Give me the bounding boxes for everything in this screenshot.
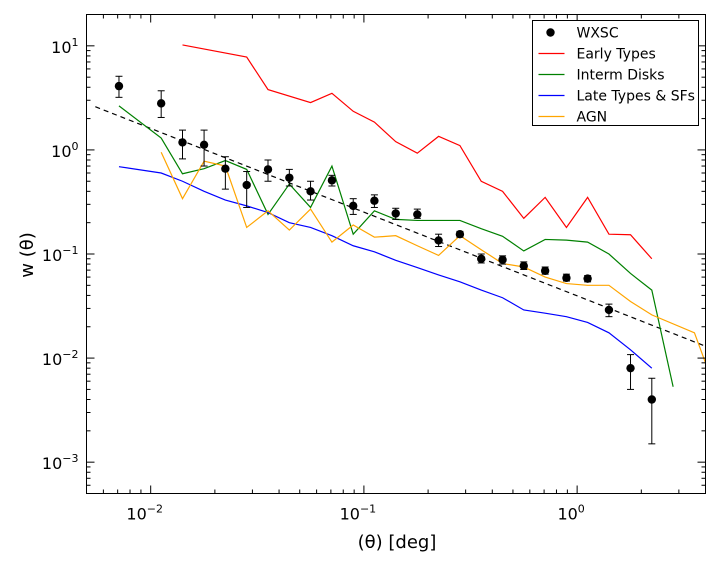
x-axis-label: (θ) [deg]	[358, 532, 437, 553]
legend-label: WXSC	[577, 26, 619, 42]
y-tick-base: 10	[42, 350, 62, 369]
y-tick-base: 10	[51, 38, 71, 57]
data-point	[199, 140, 209, 149]
y-tick-base: 10	[42, 246, 62, 265]
series-line-agn	[160, 151, 706, 364]
data-point	[156, 99, 166, 108]
x-tick-exponent: −2	[147, 503, 163, 516]
y-tick-exponent: −2	[62, 348, 78, 361]
data-point	[455, 229, 465, 239]
x-tick-label: 10−1	[340, 503, 377, 524]
legend-label: Late Types & SFs	[577, 89, 695, 105]
y-tick-base: 10	[51, 142, 71, 161]
data-point	[370, 196, 379, 205]
data-point	[540, 266, 550, 275]
y-tick-exponent: −3	[62, 452, 78, 465]
data-point	[285, 173, 294, 182]
x-tick-base: 10	[340, 505, 360, 524]
fit-line	[95, 106, 706, 347]
data-point	[626, 363, 635, 373]
legend-marker-wxsc	[546, 28, 555, 37]
x-tick-base: 10	[557, 505, 577, 524]
data-point	[349, 201, 358, 211]
y-tick-label: 10−2	[42, 348, 79, 369]
data-point	[477, 254, 486, 263]
legend-label: Interm Disks	[577, 68, 665, 84]
data-point	[562, 273, 571, 283]
legend-box	[532, 20, 699, 126]
x-tick-exponent: 0	[578, 503, 585, 516]
data-point	[413, 210, 422, 219]
y-tick-exponent: −1	[62, 244, 78, 257]
x-tick-label: 100	[557, 503, 584, 524]
data-point	[178, 138, 187, 147]
data-point	[263, 165, 273, 174]
y-tick-label: 10−3	[42, 452, 79, 473]
series-line-late-types-sfs	[118, 166, 653, 369]
series-line-early-types	[182, 44, 653, 260]
x-tick-exponent: −1	[360, 503, 376, 516]
y-tick-base: 10	[42, 454, 62, 473]
data-point	[583, 274, 592, 283]
legend: WXSC Early Types Interm Disks Late Types & …	[532, 20, 699, 126]
x-tick-base: 10	[126, 505, 146, 524]
data-point	[221, 164, 230, 173]
data-point	[434, 236, 443, 245]
data-point	[519, 261, 528, 271]
y-tick-label: 101	[51, 36, 78, 57]
legend-label: Early Types	[577, 47, 656, 63]
x-tick-label: 10−2	[126, 503, 163, 524]
y-tick-exponent: 1	[72, 36, 79, 49]
data-point	[498, 255, 507, 264]
data-point	[242, 180, 251, 190]
y-tick-label: 100	[51, 140, 78, 161]
y-tick-exponent: 0	[72, 140, 79, 153]
data-point	[647, 395, 657, 404]
data-point	[327, 176, 337, 185]
data-point	[306, 187, 315, 196]
y-axis-label: w (θ)	[17, 232, 38, 278]
data-point	[391, 209, 400, 218]
plot-area	[95, 44, 706, 445]
data-point	[114, 81, 124, 91]
data-point	[604, 305, 614, 315]
legend-label: AGN	[577, 110, 608, 126]
series-line-interm-disks	[118, 105, 674, 387]
y-tick-label: 10−1	[42, 244, 79, 265]
